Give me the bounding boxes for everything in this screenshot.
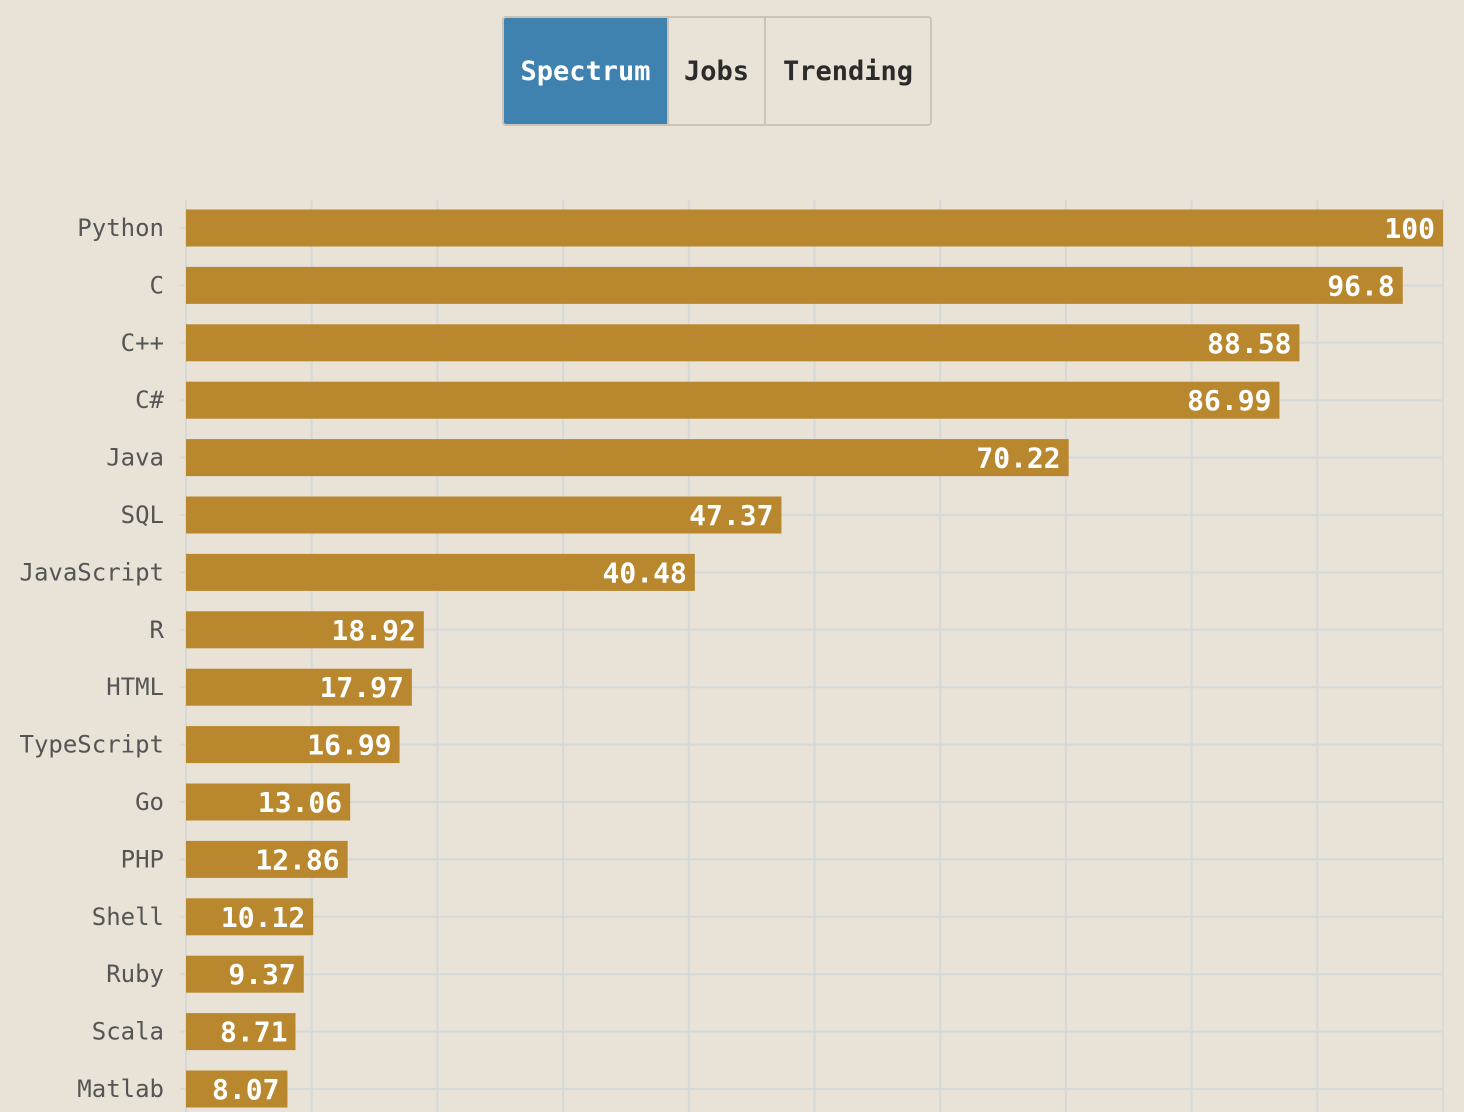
value-label: 70.22 [976,442,1060,475]
value-label: 100 [1384,212,1435,245]
bar-java [186,439,1069,477]
value-label: 13.06 [258,786,342,819]
bar-c [186,266,1403,304]
bar-go [186,783,351,821]
view-tabs: Spectrum Jobs Trending [502,16,932,126]
bar-c [186,381,1280,419]
value-label: 8.71 [220,1016,287,1049]
tab-trending[interactable]: Trending [766,18,930,124]
category-label: Java [106,444,164,472]
category-label: SQL [121,501,164,529]
category-label: C++ [121,329,164,357]
value-label: 16.99 [307,729,391,762]
tab-spectrum[interactable]: Spectrum [504,18,669,124]
bar-ruby [186,955,304,993]
value-label: 96.8 [1327,269,1394,302]
bar-javascript [186,553,695,591]
bar-matlab [186,1070,288,1108]
category-label: HTML [106,673,164,701]
value-label: 18.92 [332,614,416,647]
bar-python [186,209,1443,247]
category-label: C# [135,386,164,414]
value-label: 9.37 [228,958,295,991]
value-label: 47.37 [689,499,773,532]
bar-shell [186,898,314,936]
category-label: R [150,616,165,644]
category-label: Ruby [106,960,164,988]
value-label: 88.58 [1207,327,1291,360]
value-label: 10.12 [221,901,305,934]
chart-grid [180,200,1444,1112]
category-label: Go [135,788,164,816]
value-label: 40.48 [603,556,687,589]
value-label: 86.99 [1187,384,1271,417]
bar-html [186,668,412,706]
bar-c [186,324,1300,362]
category-label: JavaScript [20,558,165,586]
category-label: Matlab [77,1075,164,1103]
category-label: PHP [121,845,164,873]
value-label: 12.86 [255,843,339,876]
value-label: 8.07 [212,1073,279,1106]
value-label: 17.97 [320,671,404,704]
category-label: Python [77,214,164,242]
chart-category-labels: Python C C++ C# Java SQL JavaScript R HTML TypeSc… [20,214,165,1103]
category-label: Scala [92,1018,164,1046]
bar-sql [186,496,782,534]
tab-jobs[interactable]: Jobs [669,18,766,124]
category-label: C [150,271,164,299]
category-label: Shell [92,903,164,931]
category-label: TypeScript [20,731,165,759]
bar-typescript [186,726,400,764]
chart-bars [186,209,1443,1108]
bar-r [186,611,424,649]
bar-scala [186,1013,296,1051]
bar-php [186,840,348,878]
